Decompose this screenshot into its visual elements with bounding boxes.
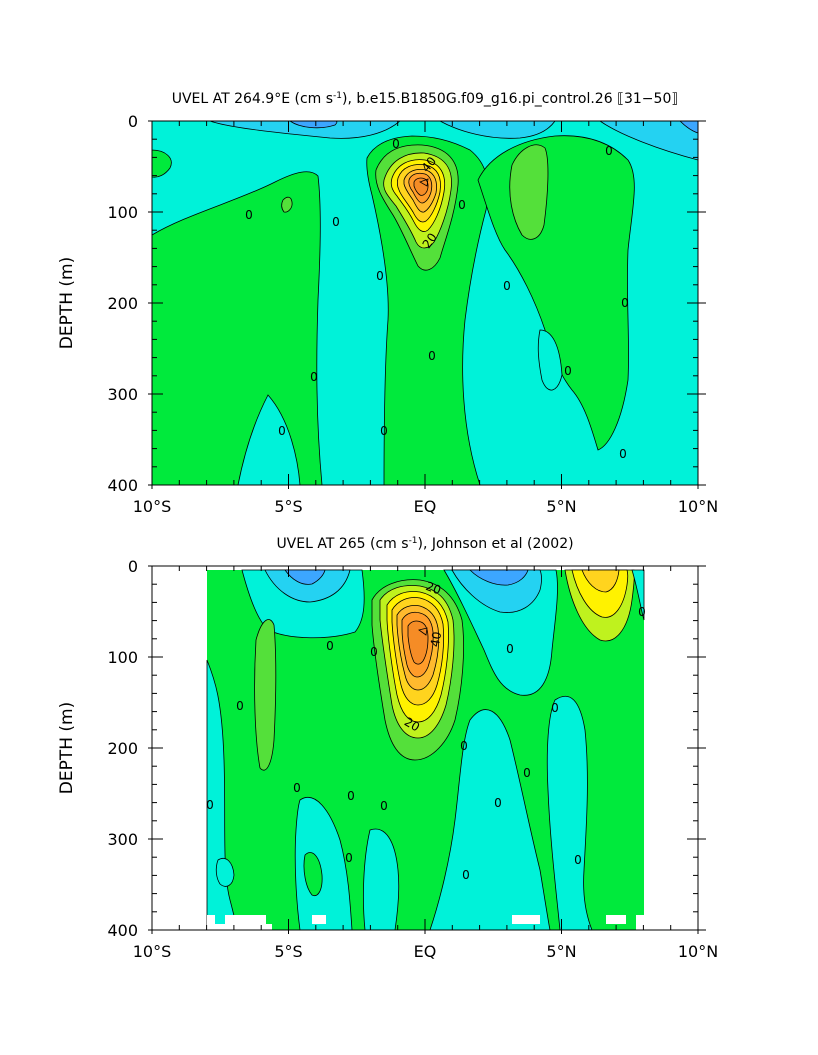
contour-label: 0: [206, 798, 214, 812]
near-zero-region: [215, 858, 235, 887]
panel-observed-title: UVEL AT 265 (cm s-1), Johnson et al (200…: [276, 536, 573, 552]
positive-region: [581, 569, 620, 593]
contour-label: 0: [293, 781, 301, 795]
panel-observed-ylabel: DEPTH (m): [57, 702, 77, 794]
near-zero-region: [429, 709, 551, 930]
x-tick-label: 10°N: [678, 497, 718, 516]
y-tick-label: 200: [107, 294, 138, 313]
contour-label: 0: [506, 642, 514, 656]
contour-label: 0: [503, 279, 511, 293]
panel-observed-contour-field: [206, 569, 645, 930]
negative-region: [439, 121, 556, 139]
x-tick-label: 5°N: [546, 497, 576, 516]
contour-label: 0: [462, 868, 470, 882]
euc-max-marker: [418, 627, 428, 636]
contour-label: 0: [494, 796, 502, 810]
contour-label: 0: [523, 766, 531, 780]
contour-label: 20: [402, 715, 422, 735]
contour-label: 0: [621, 296, 629, 310]
negative-region: [469, 569, 529, 586]
positive-region: [509, 144, 549, 240]
contour-label: 0: [245, 208, 253, 222]
contour-label: 0: [619, 447, 627, 461]
y-tick-label: 100: [107, 203, 138, 222]
euc-max-marker: [419, 178, 429, 187]
negative-region: [209, 121, 401, 139]
y-tick-label: 0: [128, 112, 138, 131]
y-tick-label: 200: [107, 739, 138, 758]
contour-label: 0: [428, 349, 436, 363]
contour-label: 0: [458, 198, 466, 212]
x-tick-label: 10°S: [133, 942, 172, 961]
contour-label: 0: [460, 739, 468, 753]
positive-region: [152, 171, 323, 485]
positive-region: [281, 196, 293, 213]
panel-model-axes: 10°S 5°S EQ 5°N 10°N 0 100 200 300 400: [107, 112, 718, 516]
data-gaps: [207, 915, 644, 930]
euc-region: [366, 135, 489, 485]
x-tick-label: 5°S: [274, 942, 302, 961]
contour-label: 20: [424, 579, 443, 597]
contour-label: 0: [376, 269, 384, 283]
positive-region: [303, 852, 323, 897]
panel-observed: UVEL AT 265 (cm s-1), Johnson et al (200…: [57, 536, 718, 961]
panel-observed-contour-labels: 20 40 20 0 0 0 0 0 0 0 0 0 0 0 0 0 0 0 0: [206, 579, 646, 882]
contour-label: 0: [370, 645, 378, 659]
contour-label: 0: [574, 853, 582, 867]
x-tick-label: 10°S: [133, 497, 172, 516]
y-tick-label: 400: [107, 921, 138, 940]
contour-label: 0: [278, 424, 286, 438]
y-tick-label: 0: [128, 557, 138, 576]
near-zero-region: [294, 797, 353, 930]
y-tick-label: 300: [107, 385, 138, 404]
x-tick-label: 10°N: [678, 942, 718, 961]
contour-label: 0: [551, 701, 559, 715]
contour-label: 0: [380, 799, 388, 813]
negative-region: [679, 121, 698, 134]
contour-label: 0: [345, 851, 353, 865]
y-tick-label: 300: [107, 830, 138, 849]
panel-model-contour-field: [152, 121, 698, 485]
x-tick-label: 5°S: [274, 497, 302, 516]
near-zero-region: [631, 569, 645, 621]
contour-label: 40: [428, 631, 444, 648]
x-tick-label: 5°N: [546, 942, 576, 961]
contour-label: 0: [380, 424, 388, 438]
contour-label: 0: [347, 789, 355, 803]
euc-contour-70: [407, 620, 429, 665]
contour-label: 0: [310, 370, 318, 384]
panel-model-title: UVEL AT 264.9°E (cm s-1), b.e15.B1850G.f…: [172, 91, 679, 107]
y-tick-label: 400: [107, 476, 138, 495]
near-zero-region: [363, 828, 400, 930]
contour-label: 0: [392, 137, 400, 151]
negative-region: [264, 569, 351, 603]
near-zero-region: [537, 329, 563, 391]
x-tick-label: EQ: [414, 497, 437, 516]
contour-label: 0: [332, 215, 340, 229]
euc-contour-70: [413, 177, 429, 196]
y-tick-label: 100: [107, 648, 138, 667]
panel-model: UVEL AT 264.9°E (cm s-1), b.e15.B1850G.f…: [57, 91, 718, 516]
positive-region: [152, 149, 172, 178]
negative-region: [284, 569, 326, 585]
panel-model-ylabel: DEPTH (m): [57, 257, 77, 349]
x-tick-label: EQ: [414, 942, 437, 961]
near-zero-region: [546, 695, 593, 930]
contour-label: 0: [638, 605, 646, 619]
positive-region: [254, 619, 277, 771]
contour-label: 0: [564, 364, 572, 378]
contour-label: 0: [236, 699, 244, 713]
contour-label: 0: [326, 639, 334, 653]
contour-label: 0: [605, 144, 613, 158]
